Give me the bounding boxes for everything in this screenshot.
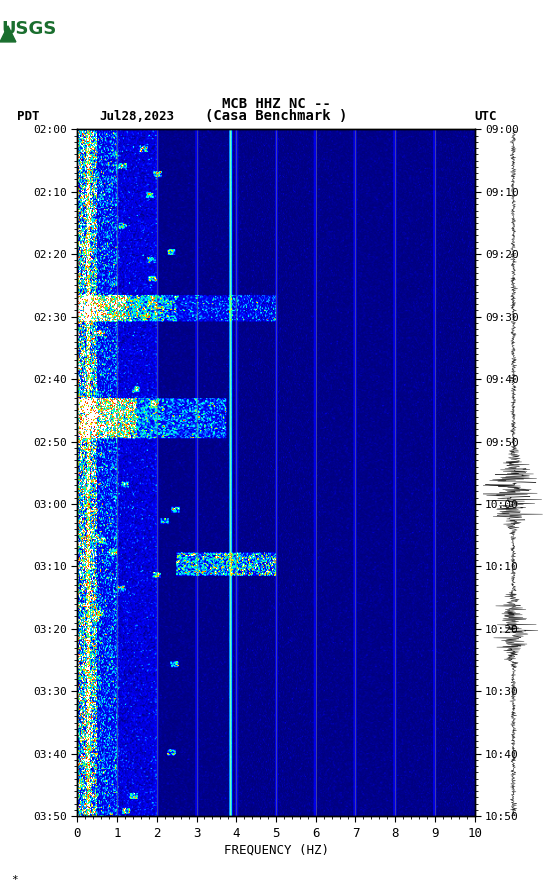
Polygon shape	[0, 26, 16, 42]
Text: Jul28,2023: Jul28,2023	[99, 110, 174, 123]
Text: (Casa Benchmark ): (Casa Benchmark )	[205, 109, 347, 123]
X-axis label: FREQUENCY (HZ): FREQUENCY (HZ)	[224, 844, 328, 856]
Text: UTC: UTC	[475, 110, 497, 123]
Text: *: *	[11, 875, 18, 885]
Text: MCB HHZ NC --: MCB HHZ NC --	[221, 97, 331, 112]
Text: USGS: USGS	[1, 20, 57, 37]
Text: PDT: PDT	[17, 110, 39, 123]
Bar	[0, 10, 23, 42]
